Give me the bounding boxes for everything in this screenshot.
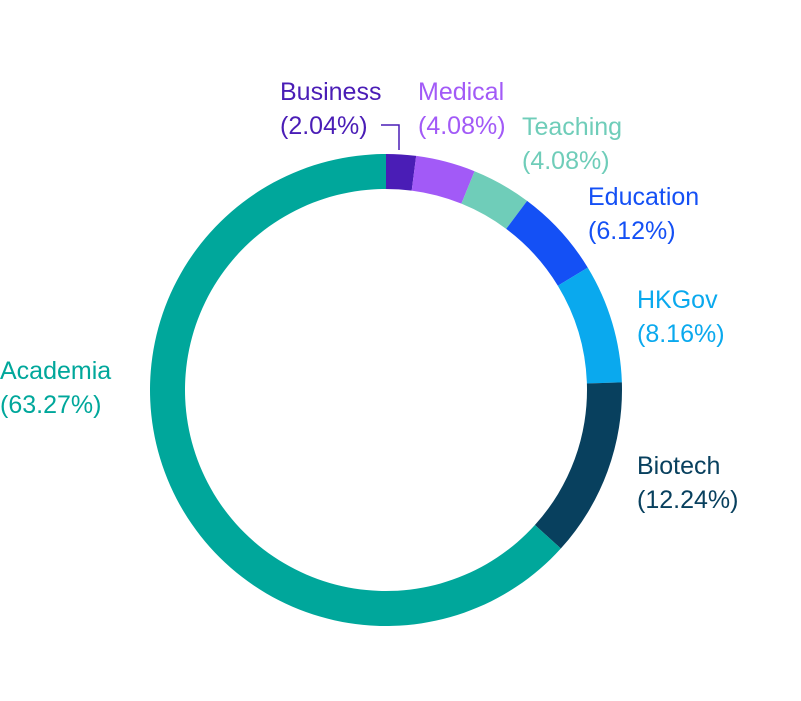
slice-academia: [149, 154, 561, 626]
slice-biotech: [534, 382, 622, 549]
label-education: Education: [588, 183, 699, 211]
label-academia: Academia: [0, 357, 111, 385]
label-business: Business: [280, 78, 381, 106]
value-label-medical: (4.08%): [418, 112, 506, 140]
value-label-education: (6.12%): [588, 217, 676, 245]
value-label-teaching: (4.08%): [522, 147, 610, 175]
label-hkgov: HKGov: [637, 286, 718, 314]
label-biotech: Biotech: [637, 452, 720, 480]
business-label-leader-line: [381, 124, 400, 150]
label-teaching: Teaching: [522, 113, 622, 141]
slice-labels: Business (2.04%) Medical (4.08%) Teaching (4.…: [0, 78, 738, 514]
slice-teaching: [461, 171, 528, 229]
value-label-hkgov: (8.16%): [637, 320, 725, 348]
value-label-business: (2.04%): [280, 112, 368, 140]
slice-business: [386, 154, 417, 191]
label-medical: Medical: [418, 78, 504, 106]
slice-education: [506, 200, 588, 286]
value-label-academia: (63.27%): [0, 391, 101, 419]
value-label-biotech: (12.24%): [637, 486, 738, 514]
slice-hkgov: [557, 267, 622, 384]
slice-medical: [411, 155, 475, 204]
donut-slices: [149, 154, 622, 626]
